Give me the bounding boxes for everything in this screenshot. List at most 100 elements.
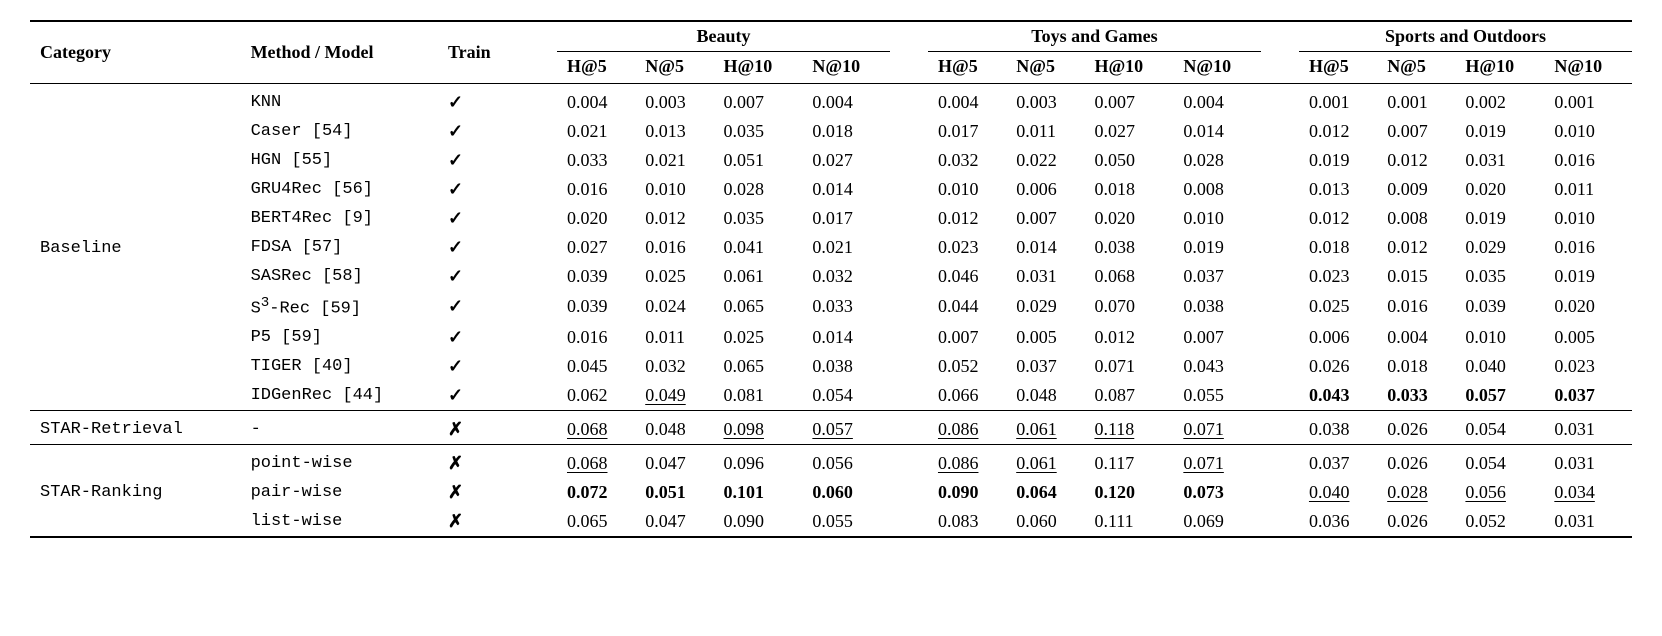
- value-cell: 0.035: [1455, 262, 1544, 291]
- value-cell: 0.020: [1455, 175, 1544, 204]
- method-cell: GRU4Rec [56]: [241, 175, 438, 204]
- spacer: [890, 381, 928, 411]
- value-cell: 0.060: [802, 478, 890, 507]
- value-cell: 0.086: [928, 444, 1006, 478]
- col-category: Category: [30, 21, 241, 84]
- value-cell: 0.032: [635, 352, 713, 381]
- spacer: [1261, 352, 1299, 381]
- method-cell: pair-wise: [241, 478, 438, 507]
- spacer: [519, 117, 557, 146]
- value-cell: 0.023: [1299, 262, 1377, 291]
- value-cell: 0.069: [1173, 507, 1261, 537]
- table-row: STAR-Retrieval-✗0.0680.0480.0980.0570.08…: [30, 410, 1632, 444]
- value-cell: 0.027: [802, 146, 890, 175]
- train-cell: ✓: [438, 262, 519, 291]
- table-row: pair-wise✗0.0720.0510.1010.0600.0900.064…: [30, 478, 1632, 507]
- spacer: [890, 291, 928, 323]
- spacer: [890, 146, 928, 175]
- value-cell: 0.048: [635, 410, 713, 444]
- value-cell: 0.007: [928, 323, 1006, 352]
- method-cell: SASRec [58]: [241, 262, 438, 291]
- spacer: [1261, 204, 1299, 233]
- value-cell: 0.016: [557, 323, 635, 352]
- value-cell: 0.004: [928, 84, 1006, 118]
- table-row: STAR-Rankingpoint-wise✗0.0680.0470.0960.…: [30, 444, 1632, 478]
- value-cell: 0.016: [1544, 233, 1632, 262]
- value-cell: 0.047: [635, 507, 713, 537]
- sub-h10: H@10: [1084, 52, 1173, 84]
- value-cell: 0.064: [1006, 478, 1084, 507]
- value-cell: 0.031: [1455, 146, 1544, 175]
- value-cell: 0.054: [1455, 410, 1544, 444]
- value-cell: 0.083: [928, 507, 1006, 537]
- sub-n5: N@5: [635, 52, 713, 84]
- value-cell: 0.040: [1455, 352, 1544, 381]
- col-train: Train: [438, 21, 519, 84]
- value-cell: 0.018: [1377, 352, 1455, 381]
- spacer: [890, 410, 928, 444]
- method-cell: FDSA [57]: [241, 233, 438, 262]
- sub-h10: H@10: [1455, 52, 1544, 84]
- value-cell: 0.061: [1006, 444, 1084, 478]
- value-cell: 0.072: [557, 478, 635, 507]
- value-cell: 0.008: [1173, 175, 1261, 204]
- value-cell: 0.007: [713, 84, 802, 118]
- value-cell: 0.096: [713, 444, 802, 478]
- value-cell: 0.007: [1377, 117, 1455, 146]
- value-cell: 0.035: [713, 117, 802, 146]
- value-cell: 0.026: [1377, 507, 1455, 537]
- value-cell: 0.120: [1084, 478, 1173, 507]
- value-cell: 0.052: [1455, 507, 1544, 537]
- value-cell: 0.071: [1173, 444, 1261, 478]
- value-cell: 0.039: [1455, 291, 1544, 323]
- value-cell: 0.035: [713, 204, 802, 233]
- spacer: [890, 84, 928, 118]
- train-cell: ✓: [438, 146, 519, 175]
- table-row: IDGenRec [44]✓0.0620.0490.0810.0540.0660…: [30, 381, 1632, 411]
- spacer: [1261, 262, 1299, 291]
- spacer: [890, 478, 928, 507]
- value-cell: 0.033: [802, 291, 890, 323]
- category-cell: STAR-Ranking: [30, 444, 241, 537]
- value-cell: 0.018: [802, 117, 890, 146]
- value-cell: 0.068: [557, 444, 635, 478]
- sub-h10: H@10: [713, 52, 802, 84]
- method-cell: S3-Rec [59]: [241, 291, 438, 323]
- value-cell: 0.037: [1299, 444, 1377, 478]
- sub-h5: H@5: [928, 52, 1006, 84]
- value-cell: 0.071: [1173, 410, 1261, 444]
- value-cell: 0.081: [713, 381, 802, 411]
- value-cell: 0.048: [1006, 381, 1084, 411]
- col-method: Method / Model: [241, 21, 438, 84]
- value-cell: 0.014: [1006, 233, 1084, 262]
- value-cell: 0.026: [1377, 444, 1455, 478]
- value-cell: 0.024: [635, 291, 713, 323]
- spacer: [519, 352, 557, 381]
- value-cell: 0.009: [1377, 175, 1455, 204]
- value-cell: 0.016: [557, 175, 635, 204]
- spacer: [519, 262, 557, 291]
- train-cell: ✓: [438, 233, 519, 262]
- value-cell: 0.010: [635, 175, 713, 204]
- spacer: [1261, 478, 1299, 507]
- train-cell: ✗: [438, 410, 519, 444]
- value-cell: 0.052: [928, 352, 1006, 381]
- value-cell: 0.031: [1544, 507, 1632, 537]
- value-cell: 0.019: [1455, 117, 1544, 146]
- value-cell: 0.065: [557, 507, 635, 537]
- spacer: [1261, 146, 1299, 175]
- value-cell: 0.049: [635, 381, 713, 411]
- value-cell: 0.062: [557, 381, 635, 411]
- method-cell: Caser [54]: [241, 117, 438, 146]
- spacer: [1261, 233, 1299, 262]
- value-cell: 0.056: [1455, 478, 1544, 507]
- value-cell: 0.017: [802, 204, 890, 233]
- value-cell: 0.043: [1173, 352, 1261, 381]
- value-cell: 0.056: [802, 444, 890, 478]
- value-cell: 0.019: [1544, 262, 1632, 291]
- value-cell: 0.016: [1377, 291, 1455, 323]
- spacer: [890, 352, 928, 381]
- value-cell: 0.036: [1299, 507, 1377, 537]
- table-row: Caser [54]✓0.0210.0130.0350.0180.0170.01…: [30, 117, 1632, 146]
- train-cell: ✓: [438, 204, 519, 233]
